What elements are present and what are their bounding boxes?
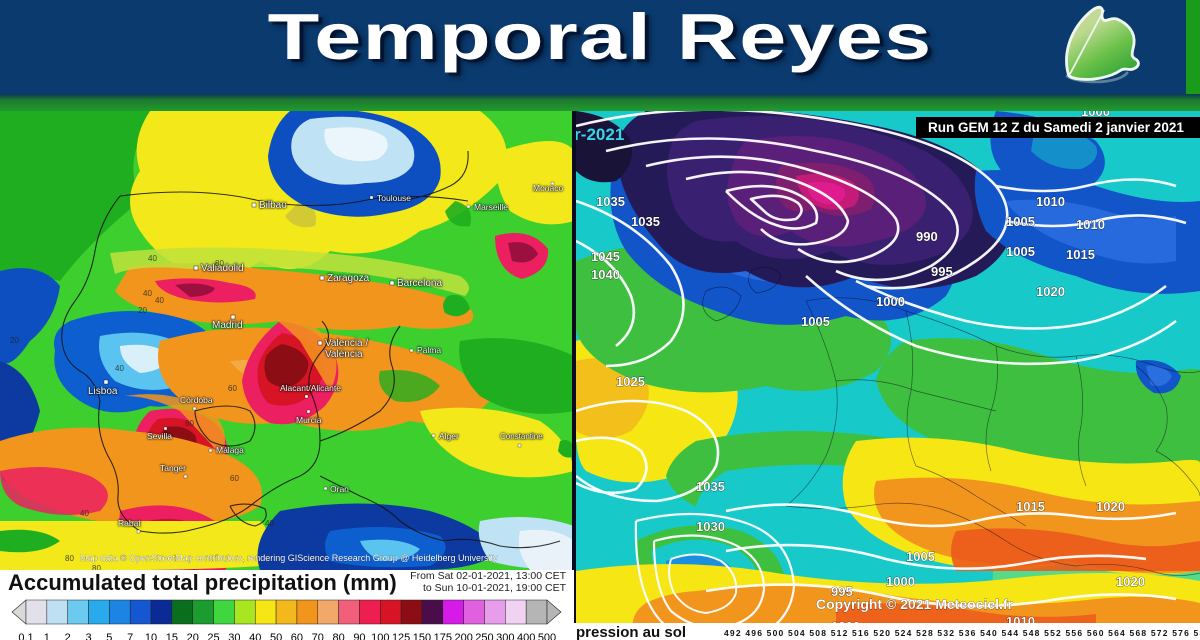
svg-text:Lisboa: Lisboa <box>88 386 118 397</box>
svg-text:Sevilla: Sevilla <box>147 431 172 441</box>
svg-text:Valencia /: Valencia / <box>325 338 368 349</box>
svg-text:492 496 500 504 508 512 516 52: 492 496 500 504 508 512 516 520 524 528 … <box>724 628 1200 638</box>
svg-text:1000: 1000 <box>831 619 860 623</box>
svg-text:1005: 1005 <box>801 314 830 329</box>
svg-text:40: 40 <box>148 254 157 263</box>
svg-text:1000: 1000 <box>886 574 915 589</box>
svg-text:Palma: Palma <box>417 345 441 355</box>
svg-text:1030: 1030 <box>696 519 725 534</box>
svg-text:300: 300 <box>496 632 514 640</box>
svg-text:Alacant/Alicante: Alacant/Alicante <box>280 383 341 393</box>
svg-text:995: 995 <box>931 264 953 279</box>
svg-text:Málaga: Málaga <box>216 445 244 455</box>
svg-text:3: 3 <box>85 632 91 640</box>
svg-text:2: 2 <box>65 632 71 640</box>
svg-text:1035: 1035 <box>696 479 725 494</box>
svg-text:90: 90 <box>353 632 365 640</box>
svg-text:1: 1 <box>44 632 50 640</box>
svg-text:60: 60 <box>185 419 194 428</box>
svg-text:ier-2021: ier-2021 <box>576 125 624 144</box>
svg-text:50: 50 <box>270 632 282 640</box>
svg-text:1035: 1035 <box>596 194 625 209</box>
svg-text:Toulouse: Toulouse <box>377 193 411 203</box>
svg-text:0.1: 0.1 <box>18 632 33 640</box>
svg-text:1020: 1020 <box>1116 574 1145 589</box>
svg-text:1010: 1010 <box>1006 614 1035 623</box>
svg-text:1015: 1015 <box>1066 247 1095 262</box>
svg-text:1010: 1010 <box>1076 217 1105 232</box>
svg-text:1025: 1025 <box>616 374 645 389</box>
svg-text:200: 200 <box>454 632 472 640</box>
svg-text:500: 500 <box>538 632 556 640</box>
svg-text:40: 40 <box>143 289 152 298</box>
svg-text:Rabat: Rabat <box>118 518 141 528</box>
svg-text:1045: 1045 <box>591 249 620 264</box>
svg-text:30: 30 <box>228 632 240 640</box>
svg-text:1035: 1035 <box>631 214 660 229</box>
svg-text:1015: 1015 <box>1016 499 1045 514</box>
svg-text:60: 60 <box>291 632 303 640</box>
svg-text:250: 250 <box>475 632 493 640</box>
svg-text:20: 20 <box>138 306 147 315</box>
svg-text:1005: 1005 <box>1006 244 1035 259</box>
svg-text:Constantine: Constantine <box>500 432 543 441</box>
svg-text:Bilbao: Bilbao <box>259 200 287 211</box>
svg-text:Tanger: Tanger <box>160 463 186 473</box>
svg-text:pression au sol: pression au sol <box>576 624 686 640</box>
svg-text:1020: 1020 <box>1096 499 1125 514</box>
svg-text:990: 990 <box>916 229 938 244</box>
svg-text:175: 175 <box>434 632 452 640</box>
svg-text:Map data © OpenStreetMap contr: Map data © OpenStreetMap contributors, r… <box>80 553 498 563</box>
svg-text:1020: 1020 <box>1036 284 1065 299</box>
svg-text:60: 60 <box>228 384 237 393</box>
svg-text:From Sat 02-01-2021, 13:00 CET: From Sat 02-01-2021, 13:00 CET <box>410 570 566 582</box>
svg-text:Córdoba: Córdoba <box>180 395 213 405</box>
svg-text:20: 20 <box>10 336 19 345</box>
svg-text:40: 40 <box>80 509 89 518</box>
svg-text:Zaragoza: Zaragoza <box>327 273 370 284</box>
svg-text:Marseille: Marseille <box>474 202 508 212</box>
svg-text:150: 150 <box>413 632 431 640</box>
svg-text:40: 40 <box>265 519 274 528</box>
svg-text:80: 80 <box>65 554 74 563</box>
svg-text:1005: 1005 <box>1006 214 1035 229</box>
svg-text:to Sun 10-01-2021, 19:00 CET: to Sun 10-01-2021, 19:00 CET <box>423 582 567 594</box>
svg-text:Copyright © 2021 Meteociel.fr: Copyright © 2021 Meteociel.fr <box>816 596 1014 612</box>
svg-text:Valéncia: Valéncia <box>325 349 363 360</box>
svg-text:Monaco: Monaco <box>533 183 564 193</box>
svg-text:40: 40 <box>115 364 124 373</box>
svg-text:125: 125 <box>392 632 410 640</box>
svg-text:7: 7 <box>127 632 133 640</box>
svg-text:5: 5 <box>106 632 112 640</box>
svg-text:Madrid: Madrid <box>212 320 243 331</box>
svg-text:Murcia: Murcia <box>296 415 322 425</box>
svg-text:1000: 1000 <box>876 294 905 309</box>
svg-text:15: 15 <box>166 632 178 640</box>
svg-text:1005: 1005 <box>906 549 935 564</box>
svg-text:70: 70 <box>312 632 324 640</box>
svg-text:Accumulated total precipitatio: Accumulated total precipitation (mm) <box>8 570 397 595</box>
svg-text:Barcelona: Barcelona <box>397 278 442 289</box>
svg-text:Oran: Oran <box>330 484 349 494</box>
svg-text:100: 100 <box>371 632 389 640</box>
svg-text:80: 80 <box>215 259 224 268</box>
svg-text:60: 60 <box>230 474 239 483</box>
svg-text:Run GEM 12 Z du Samedi 2 janvi: Run GEM 12 Z du Samedi 2 janvier 2021 <box>928 120 1184 135</box>
svg-text:40: 40 <box>249 632 261 640</box>
svg-text:400: 400 <box>517 632 535 640</box>
svg-text:80: 80 <box>332 632 344 640</box>
svg-text:40: 40 <box>155 296 164 305</box>
svg-text:20: 20 <box>187 632 199 640</box>
svg-text:10: 10 <box>145 632 157 640</box>
svg-text:25: 25 <box>207 632 219 640</box>
svg-text:Alger: Alger <box>439 431 459 441</box>
svg-text:1010: 1010 <box>1036 194 1065 209</box>
svg-text:1040: 1040 <box>591 267 620 282</box>
